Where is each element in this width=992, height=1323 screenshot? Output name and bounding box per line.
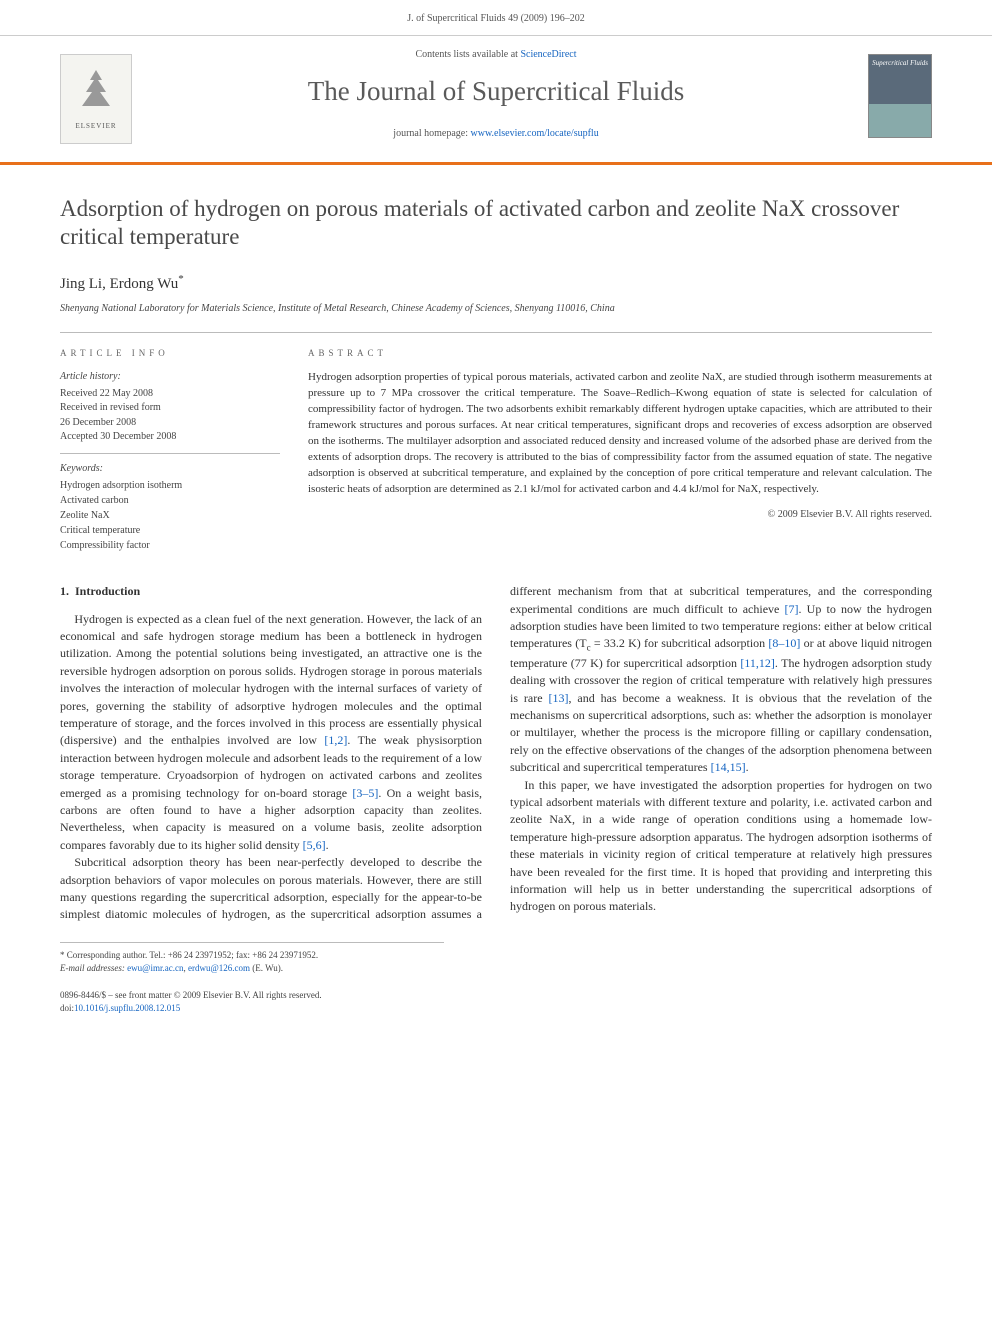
ref-link[interactable]: [5,6] [303,838,326,852]
elsevier-tree-icon [76,66,116,117]
history-revised-1: Received in revised form [60,401,280,416]
article-title: Adsorption of hydrogen on porous materia… [60,195,932,253]
ref-link[interactable]: [7] [785,602,799,616]
sciencedirect-link[interactable]: ScienceDirect [520,49,576,60]
corresponding-footnote: * Corresponding author. Tel.: +86 24 239… [60,949,444,962]
ref-link[interactable]: [8–10] [768,636,800,650]
doi-line: doi:10.1016/j.supflu.2008.12.015 [60,1002,932,1015]
email-link[interactable]: ewu@imr.ac.cn [127,963,183,973]
ref-link[interactable]: [14,15] [711,760,746,774]
keyword-item: Compressibility factor [60,538,280,553]
ref-link[interactable]: [3–5] [352,786,378,800]
ref-link[interactable]: [13] [548,691,568,705]
keyword-item: Activated carbon [60,493,280,508]
running-header: J. of Supercritical Fluids 49 (2009) 196… [0,0,992,35]
masthead-center: Contents lists available at ScienceDirec… [210,48,782,142]
email-footnote: E-mail addresses: ewu@imr.ac.cn, erdwu@1… [60,962,444,975]
abstract-col: abstract Hydrogen adsorption properties … [308,347,932,553]
affiliation: Shenyang National Laboratory for Materia… [60,302,932,317]
homepage-link[interactable]: www.elsevier.com/locate/supflu [471,128,599,139]
history-block: Article history: Received 22 May 2008 Re… [60,370,280,454]
authors-text: Jing Li, Erdong Wu [60,276,178,292]
contents-prefix: Contents lists available at [415,49,520,60]
keywords-list: Hydrogen adsorption isotherm Activated c… [60,478,280,553]
homepage-prefix: journal homepage: [393,128,470,139]
section-heading: 1. Introduction [60,583,482,600]
corresponding-mark: * [178,273,184,285]
abstract-body: Hydrogen adsorption properties of typica… [308,370,932,498]
article-body: Adsorption of hydrogen on porous materia… [0,165,992,1035]
keyword-item: Hydrogen adsorption isotherm [60,478,280,493]
keyword-item: Critical temperature [60,523,280,538]
paragraph: In this paper, we have investigated the … [510,777,932,916]
doi-link[interactable]: 10.1016/j.supflu.2008.12.015 [74,1003,180,1013]
section-title: Introduction [75,584,140,598]
history-accepted: Accepted 30 December 2008 [60,430,280,445]
body-columns: 1. Introduction Hydrogen is expected as … [60,583,932,923]
doi-block: 0896-8446/$ – see front matter © 2009 El… [60,989,932,1015]
journal-title: The Journal of Supercritical Fluids [210,72,782,111]
article-info-heading: article info [60,347,280,360]
history-head: Article history: [60,370,280,385]
email-link[interactable]: erdwu@126.com [188,963,250,973]
section-number: 1. [60,584,69,598]
homepage-line: journal homepage: www.elsevier.com/locat… [210,127,782,142]
front-matter-line: 0896-8446/$ – see front matter © 2009 El… [60,989,932,1002]
keyword-item: Zeolite NaX [60,508,280,523]
elsevier-brand-text: ELSEVIER [75,121,116,131]
email-label: E-mail addresses: [60,963,127,973]
contents-line: Contents lists available at ScienceDirec… [210,48,782,63]
ref-link[interactable]: [11,12] [740,656,775,670]
journal-masthead: ELSEVIER Supercritical Fluids Contents l… [0,35,992,165]
citation-text: J. of Supercritical Fluids 49 (2009) 196… [407,13,584,24]
ref-link[interactable]: [1,2] [324,733,347,747]
authors-line: Jing Li, Erdong Wu* [60,272,932,296]
history-revised-2: 26 December 2008 [60,416,280,431]
history-received: Received 22 May 2008 [60,387,280,402]
paragraph: Hydrogen is expected as a clean fuel of … [60,611,482,854]
journal-cover-thumb: Supercritical Fluids [868,54,932,138]
info-abstract-row: article info Article history: Received 2… [60,332,932,553]
elsevier-logo: ELSEVIER [60,54,132,144]
keywords-head: Keywords: [60,462,280,477]
cover-label: Supercritical Fluids [872,58,928,68]
article-info-col: article info Article history: Received 2… [60,347,280,553]
doi-label: doi: [60,1003,74,1013]
footnotes: * Corresponding author. Tel.: +86 24 239… [60,942,444,975]
abstract-heading: abstract [308,347,932,360]
abstract-copyright: © 2009 Elsevier B.V. All rights reserved… [308,508,932,523]
